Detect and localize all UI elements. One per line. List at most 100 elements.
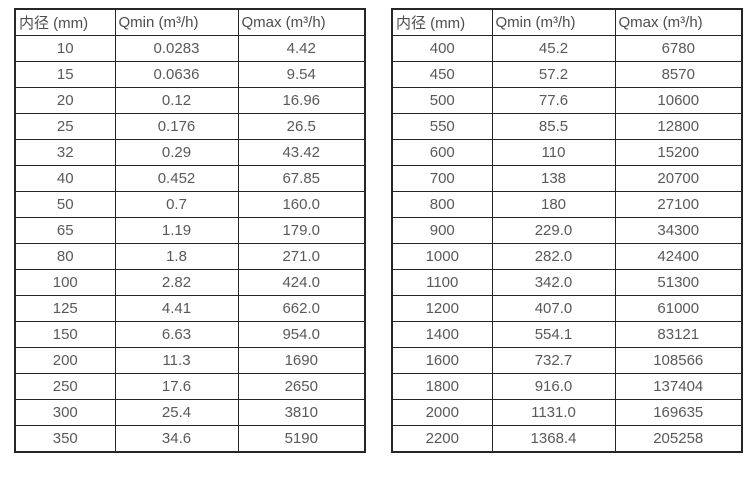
table-cell: 34.6 [114,425,239,453]
table-cell: 10 [14,35,116,62]
table-cell: 250 [14,373,116,400]
table-row: 50 0.7 160.0 [14,191,366,218]
table-cell: 1400 [391,321,493,348]
table-cell: 200 [14,347,116,374]
table-cell: 25 [14,113,116,140]
table-row: 32 0.29 43.42 [14,139,366,166]
table-cell: 9.54 [237,61,366,88]
table-cell: 85.5 [491,113,616,140]
table-cell: 20700 [614,165,743,192]
table-cell: 0.12 [114,87,239,114]
table-row: 80 1.8 271.0 [14,243,366,270]
table-cell: 77.6 [491,87,616,114]
table-cell: 83121 [614,321,743,348]
table-cell: 1131.0 [491,399,616,426]
table-cell: 662.0 [237,295,366,322]
table-row: 1100 342.0 51300 [391,269,743,296]
flow-rate-table-left: 内径 (mm) Qmin (m³/h) Qmax (m³/h) 10 0.0283… [14,8,366,453]
table-row: 10 0.0283 4.42 [14,35,366,62]
table-cell: 67.85 [237,165,366,192]
table-cell: 110 [491,139,616,166]
table-cell: 0.7 [114,191,239,218]
table-cell: 26.5 [237,113,366,140]
table-cell: 8570 [614,61,743,88]
table-cell: 205258 [614,425,743,453]
table-cell: 732.7 [491,347,616,374]
table-row: 20 0.12 16.96 [14,87,366,114]
table-cell: 1368.4 [491,425,616,453]
table-cell: 342.0 [491,269,616,296]
table-row: 700 138 20700 [391,165,743,192]
table-cell: 40 [14,165,116,192]
table-row: 500 77.6 10600 [391,87,743,114]
table-cell: 61000 [614,295,743,322]
table-cell: 32 [14,139,116,166]
table-cell: 400 [391,35,493,62]
table-cell: 0.0636 [114,61,239,88]
table-cell: 600 [391,139,493,166]
table-row: 550 85.5 12800 [391,113,743,140]
table-row: 600 110 15200 [391,139,743,166]
table-cell: 424.0 [237,269,366,296]
table-cell: 150 [14,321,116,348]
table-cell: 1600 [391,347,493,374]
table-cell: 1.19 [114,217,239,244]
table-cell: 50 [14,191,116,218]
table-cell: 108566 [614,347,743,374]
table-row: 150 6.63 954.0 [14,321,366,348]
table-cell: 450 [391,61,493,88]
table-cell: 1800 [391,373,493,400]
table-cell: 350 [14,425,116,453]
table-row: 25 0.176 26.5 [14,113,366,140]
table-cell: 1.8 [114,243,239,270]
table-cell: 138 [491,165,616,192]
table-row: 15 0.0636 9.54 [14,61,366,88]
table-cell: 4.42 [237,35,366,62]
table-cell: 42400 [614,243,743,270]
table-cell: 1000 [391,243,493,270]
table-cell: 229.0 [491,217,616,244]
table-cell: 25.4 [114,399,239,426]
table-cell: 12800 [614,113,743,140]
table-row: 800 180 27100 [391,191,743,218]
table-cell: 550 [391,113,493,140]
table-cell: 11.3 [114,347,239,374]
table-cell: 180 [491,191,616,218]
table-cell: 65 [14,217,116,244]
table-cell: 27100 [614,191,743,218]
table-row: 250 17.6 2650 [14,373,366,400]
table-cell: 0.176 [114,113,239,140]
table-row: 200 11.3 1690 [14,347,366,374]
table-row: 2000 1131.0 169635 [391,399,743,426]
table-cell: 34300 [614,217,743,244]
table-row: 65 1.19 179.0 [14,217,366,244]
table-cell: 2.82 [114,269,239,296]
table-cell: 17.6 [114,373,239,400]
table-cell: 15 [14,61,116,88]
flow-rate-tables: 内径 (mm) Qmin (m³/h) Qmax (m³/h) 10 0.0283… [14,8,743,453]
table-cell: 57.2 [491,61,616,88]
flow-rate-table-right: 内径 (mm) Qmin (m³/h) Qmax (m³/h) 400 45.2 6… [391,8,743,453]
table-cell: 0.0283 [114,35,239,62]
table-cell: 0.452 [114,165,239,192]
header-row: 内径 (mm) Qmin (m³/h) Qmax (m³/h) [14,8,366,36]
table-cell: 271.0 [237,243,366,270]
table-cell: 160.0 [237,191,366,218]
table-cell: 1200 [391,295,493,322]
table-row: 125 4.41 662.0 [14,295,366,322]
table-row: 1200 407.0 61000 [391,295,743,322]
table-cell: 500 [391,87,493,114]
table-row: 300 25.4 3810 [14,399,366,426]
table-cell: 169635 [614,399,743,426]
table-row: 40 0.452 67.85 [14,165,366,192]
table-cell: 800 [391,191,493,218]
table-row: 2200 1368.4 205258 [391,425,743,453]
column-header-diameter: 内径 (mm) [14,8,116,36]
column-header-qmax: Qmax (m³/h) [237,8,366,36]
table-row: 1000 282.0 42400 [391,243,743,270]
table-cell: 137404 [614,373,743,400]
header-row: 内径 (mm) Qmin (m³/h) Qmax (m³/h) [391,8,743,36]
table-row: 1400 554.1 83121 [391,321,743,348]
table-row: 100 2.82 424.0 [14,269,366,296]
table-cell: 16.96 [237,87,366,114]
